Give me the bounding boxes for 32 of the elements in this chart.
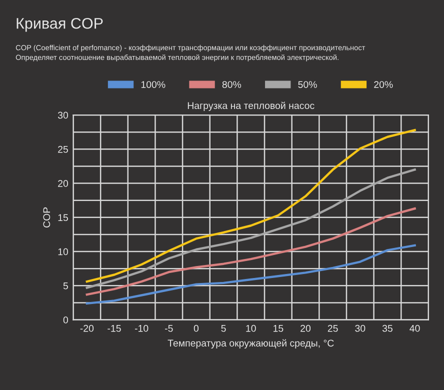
x-tick-label: 15	[274, 325, 284, 332]
x-tick-label: -5	[165, 325, 173, 332]
y-axis-title: COP	[43, 207, 50, 228]
y-tick-label: 0	[63, 316, 68, 324]
line-series	[86, 207, 416, 296]
legend-label: 80%	[222, 81, 242, 88]
legend-label: 100%	[141, 81, 166, 88]
x-tick-label: 20	[300, 324, 311, 332]
legend-label: 50%	[298, 81, 317, 88]
line-series	[86, 128, 416, 283]
y-tick-label: 15	[58, 214, 68, 222]
x-tick-label: 30	[355, 324, 366, 332]
line-series	[86, 168, 416, 289]
y-tick-label: 5	[63, 282, 68, 290]
line-series	[86, 244, 416, 305]
x-tick-label: 25	[328, 324, 338, 332]
y-tick-label: 30	[58, 112, 68, 119]
legend-title: Нагрузка на тепловой насос	[188, 102, 314, 111]
x-tick-label: 0	[194, 324, 199, 332]
x-tick-label: 5	[221, 325, 226, 332]
x-tick-label: -15	[108, 325, 121, 332]
chart-title: Кривая COP	[16, 18, 103, 32]
legend-label: 20%	[374, 81, 393, 88]
x-tick-label: 40	[410, 324, 420, 332]
y-tick-label: 10	[58, 248, 68, 256]
y-tick-label: 20	[58, 180, 68, 187]
x-tick-label: -20	[80, 324, 94, 332]
x-tick-label: 35	[382, 324, 392, 332]
x-tick-label: 10	[246, 324, 256, 332]
x-tick-label: -10	[134, 324, 148, 332]
x-axis-title: Температура окружающей среды, °C	[168, 339, 334, 349]
y-tick-label: 25	[58, 146, 68, 153]
